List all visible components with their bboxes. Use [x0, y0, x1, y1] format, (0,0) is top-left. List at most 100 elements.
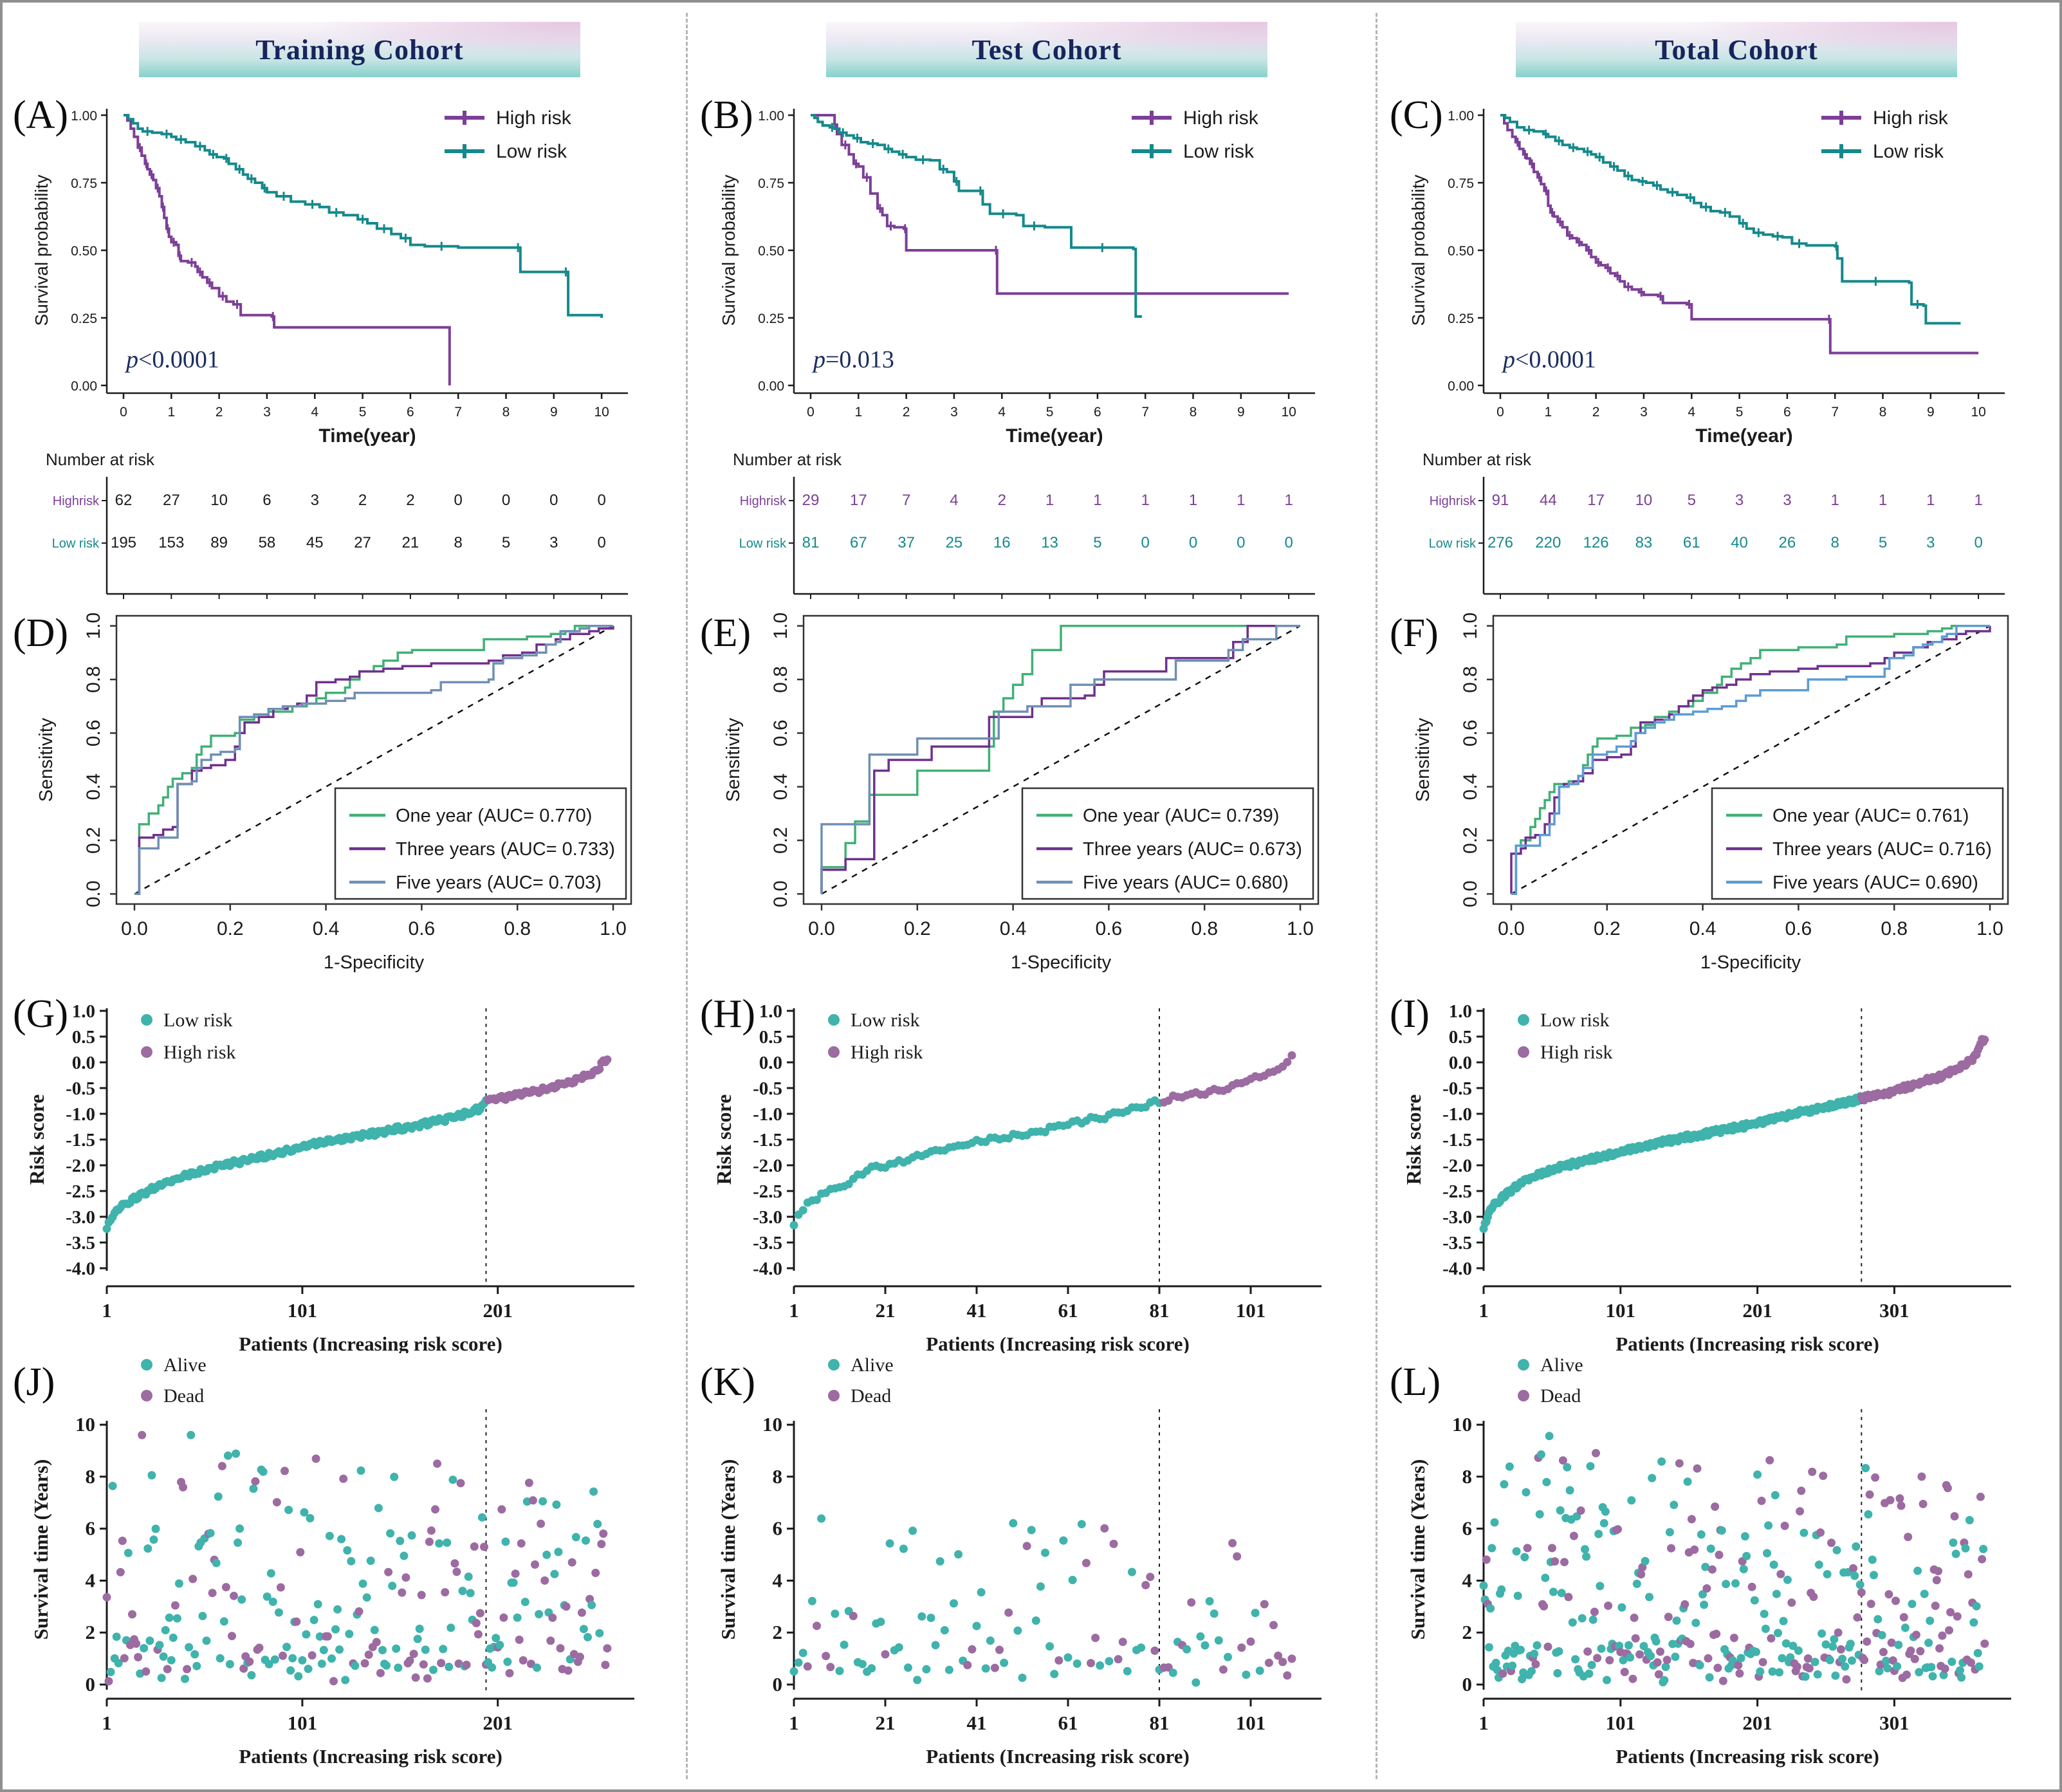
cohort-header-label: Test Cohort [971, 33, 1122, 66]
svg-text:Survival time (Years): Survival time (Years) [717, 1459, 739, 1640]
svg-text:8: 8 [1831, 534, 1839, 551]
svg-text:-4.0: -4.0 [1442, 1259, 1472, 1279]
svg-text:153: 153 [158, 534, 184, 551]
svg-text:1.0: 1.0 [83, 613, 104, 640]
svg-text:10: 10 [210, 492, 228, 509]
svg-text:5: 5 [1736, 405, 1744, 420]
km-curve [1500, 114, 1961, 325]
svg-text:83: 83 [1635, 534, 1653, 551]
svg-text:6: 6 [262, 492, 271, 509]
svg-text:67: 67 [850, 534, 867, 551]
svg-text:61: 61 [1058, 1299, 1078, 1322]
svg-text:Low risk: Low risk [1183, 141, 1255, 162]
svg-text:1.0: 1.0 [600, 918, 627, 939]
svg-text:1: 1 [1189, 492, 1197, 509]
km-svg: 1.00 0.75 0.50 0.25 0.00 Survival probability… [719, 107, 1315, 634]
svg-text:1: 1 [1237, 492, 1245, 509]
svg-text:-0.5: -0.5 [66, 1078, 95, 1099]
svg-text:45: 45 [306, 534, 324, 551]
svg-text:Number at risk: Number at risk [1422, 450, 1532, 469]
svg-text:3: 3 [950, 405, 958, 420]
svg-text:101: 101 [1606, 1712, 1636, 1734]
svg-text:0.0: 0.0 [1498, 918, 1525, 939]
svg-text:Highrisk: Highrisk [53, 494, 100, 508]
svg-text:6: 6 [1783, 405, 1791, 420]
svg-text:101: 101 [1606, 1299, 1636, 1322]
svg-text:9: 9 [550, 405, 558, 420]
cohort-header-banner: Test Cohort [826, 22, 1267, 77]
svg-text:-2.0: -2.0 [1442, 1156, 1472, 1176]
svg-text:0.0: 0.0 [1460, 880, 1481, 907]
panel-letter: (E) [700, 611, 751, 655]
svg-text:Risk score: Risk score [1402, 1095, 1425, 1185]
scatter-svg: Alive Dead 0 2 4 6 8 10 Survival time (Years) 1 10… [30, 1354, 634, 1768]
svg-text:0.6: 0.6 [409, 918, 436, 939]
svg-text:0.00: 0.00 [71, 379, 97, 394]
svg-text:0.00: 0.00 [758, 379, 784, 394]
svg-text:3: 3 [1926, 534, 1935, 551]
svg-text:0.75: 0.75 [758, 176, 784, 191]
svg-text:4: 4 [1688, 405, 1695, 420]
svg-text:Number at risk: Number at risk [46, 450, 155, 469]
svg-text:1: 1 [1478, 1299, 1489, 1322]
svg-text:1: 1 [1544, 405, 1552, 420]
svg-text:26: 26 [1779, 534, 1796, 551]
svg-text:7: 7 [1831, 405, 1839, 420]
column-divider [1376, 13, 1377, 1779]
km-curve [124, 114, 451, 385]
svg-text:0.8: 0.8 [504, 918, 531, 939]
svg-text:0.50: 0.50 [71, 244, 97, 259]
svg-text:0.2: 0.2 [1460, 827, 1481, 854]
svg-text:Highrisk: Highrisk [740, 494, 787, 508]
svg-text:17: 17 [1587, 492, 1605, 509]
svg-text:1: 1 [102, 1299, 112, 1322]
svg-text:0.2: 0.2 [904, 918, 931, 939]
km-svg: 1.00 0.75 0.50 0.25 0.00 Survival probability… [1408, 107, 2005, 634]
svg-text:8: 8 [773, 1465, 783, 1488]
svg-text:8: 8 [502, 405, 510, 420]
svg-text:5: 5 [359, 405, 367, 420]
svg-text:Dead: Dead [163, 1385, 204, 1407]
column-divider [686, 13, 688, 1779]
svg-text:Three years (AUC= 0.733): Three years (AUC= 0.733) [396, 839, 615, 860]
km-chart: 1.00 0.75 0.50 0.25 0.00 Survival probability… [697, 86, 1367, 634]
svg-text:0.2: 0.2 [1594, 918, 1621, 939]
svg-text:0.5: 0.5 [759, 1027, 782, 1048]
svg-text:5: 5 [502, 534, 510, 551]
svg-text:10: 10 [1452, 1413, 1472, 1436]
roc-curve [1511, 624, 1990, 896]
svg-text:0.25: 0.25 [1448, 311, 1474, 326]
svg-text:10: 10 [594, 405, 609, 420]
svg-text:0: 0 [454, 492, 463, 509]
svg-text:0.4: 0.4 [83, 773, 104, 800]
svg-text:Sensitivity: Sensitivity [1413, 717, 1433, 802]
svg-text:6: 6 [1462, 1517, 1473, 1540]
svg-text:201: 201 [1742, 1712, 1772, 1734]
svg-text:81: 81 [1149, 1712, 1169, 1734]
svg-text:Survival time (Years): Survival time (Years) [30, 1459, 52, 1640]
svg-text:-2.5: -2.5 [66, 1181, 95, 1202]
svg-text:-2.0: -2.0 [753, 1156, 782, 1176]
svg-text:1: 1 [1045, 492, 1054, 509]
svg-text:40: 40 [1731, 534, 1748, 551]
column-total: Total Cohort (C) 1.00 0.75 0.50 0.25 0.00 Sur… [1387, 3, 2056, 1781]
svg-text:91: 91 [1492, 492, 1509, 509]
svg-text:1-Specificity: 1-Specificity [1700, 952, 1801, 973]
svg-text:4: 4 [950, 492, 958, 509]
survival-scatter-panel: (K) Alive Dead 0 2 4 6 8 10 Survival time (Years… [697, 1353, 1367, 1781]
svg-text:81: 81 [802, 534, 820, 551]
svg-text:One year (AUC= 0.770): One year (AUC= 0.770) [396, 806, 592, 826]
svg-text:-1.0: -1.0 [66, 1104, 95, 1125]
svg-text:0.0: 0.0 [808, 918, 835, 939]
svg-text:5: 5 [1688, 492, 1696, 509]
svg-text:Patients (Increasing risk scor: Patients (Increasing risk score) [239, 1745, 502, 1768]
svg-text:195: 195 [111, 534, 136, 551]
svg-text:High risk: High risk [851, 1042, 923, 1063]
svg-text:Low risk: Low risk [496, 141, 567, 162]
svg-text:Patients (Increasing risk scor: Patients (Increasing risk score) [926, 1333, 1190, 1353]
svg-text:8: 8 [454, 534, 463, 551]
panel-letter: (F) [1390, 611, 1439, 655]
svg-text:0.8: 0.8 [1191, 918, 1218, 939]
svg-text:8: 8 [1879, 405, 1887, 420]
svg-text:Five years (AUC= 0.703): Five years (AUC= 0.703) [396, 873, 602, 893]
